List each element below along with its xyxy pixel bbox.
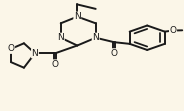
Text: N: N: [74, 12, 81, 21]
Text: N: N: [92, 33, 99, 42]
Text: N: N: [32, 49, 38, 58]
Text: O: O: [8, 44, 15, 53]
Text: O: O: [169, 26, 176, 35]
Text: O: O: [111, 49, 118, 58]
Text: O: O: [52, 60, 59, 69]
Text: N: N: [57, 33, 64, 42]
